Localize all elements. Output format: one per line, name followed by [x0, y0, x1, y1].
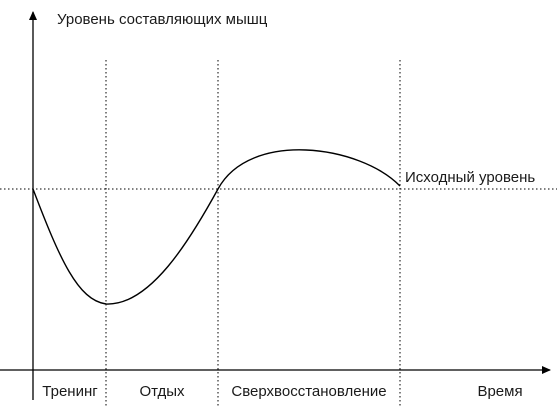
phase-label-training: Тренинг	[42, 383, 98, 400]
x-axis-label: Время	[477, 383, 522, 400]
y-axis-label: Уровень составляющих мышц	[57, 11, 268, 28]
baseline-label: Исходный уровень	[405, 169, 535, 186]
muscle-level-curve	[32, 149, 401, 305]
phase-label-supercompensation: Сверхвосстановление	[231, 383, 386, 400]
phase-label-rest: Отдых	[139, 383, 185, 400]
